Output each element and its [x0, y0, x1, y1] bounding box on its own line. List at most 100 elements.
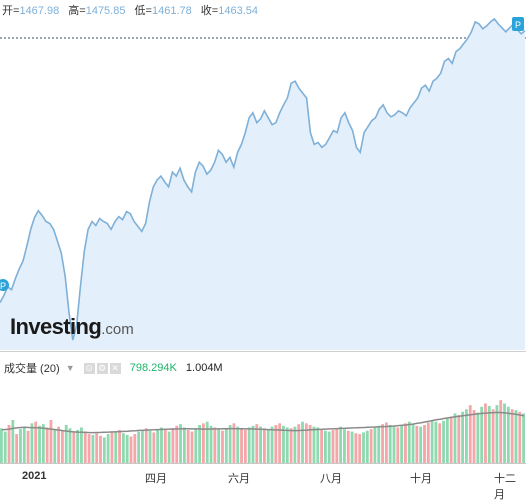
volume-bar — [461, 411, 465, 463]
volume-bar — [152, 432, 156, 463]
investing-logo: Investing.com — [10, 314, 134, 340]
close-value: 1463.54 — [218, 5, 258, 17]
volume-bar — [106, 434, 110, 463]
volume-bar — [301, 421, 304, 463]
volume-bar — [335, 428, 339, 463]
volume-bar — [87, 434, 91, 463]
volume-scale-max: 1.004M — [185, 362, 223, 374]
x-axis: 2021 四月 六月 八月 十月 十二月 — [0, 463, 526, 501]
volume-bar — [202, 423, 205, 463]
volume-bar — [19, 429, 22, 463]
volume-bar — [304, 423, 308, 463]
high-label: 高= — [68, 5, 86, 17]
volume-bar — [80, 427, 83, 463]
volume-bar — [57, 426, 60, 463]
volume-bar — [259, 426, 262, 463]
marker-start[interactable]: P — [0, 279, 9, 291]
volume-bar — [255, 424, 259, 463]
volume-ma-line — [1, 411, 525, 434]
volume-bar — [320, 429, 323, 463]
volume-bar — [411, 424, 415, 463]
settings-icon[interactable]: ⚙ — [96, 362, 108, 374]
volume-bar — [388, 424, 392, 463]
volume-bar — [362, 432, 365, 463]
volume-bar — [7, 424, 11, 463]
volume-bar — [114, 431, 118, 463]
volume-bar — [205, 421, 209, 463]
volume-bar — [182, 427, 186, 463]
volume-bar — [373, 427, 377, 463]
logo-text: Investing — [10, 314, 102, 339]
volume-chart[interactable] — [0, 352, 526, 463]
price-chart[interactable]: P P — [0, 0, 526, 351]
volume-bar — [129, 436, 133, 463]
volume-bar — [160, 427, 163, 463]
volume-bar — [522, 413, 525, 463]
volume-bar — [419, 426, 423, 463]
open-value: 1467.98 — [19, 5, 60, 17]
volume-bar — [480, 406, 484, 463]
volume-bar — [415, 425, 419, 463]
volume-bar — [381, 424, 384, 463]
volume-bar — [297, 424, 301, 463]
volume-bar — [293, 426, 297, 463]
volume-bar — [125, 434, 129, 463]
volume-dropdown-icon[interactable]: ▼ — [65, 363, 75, 373]
volume-bar — [224, 428, 228, 463]
volume-bar — [274, 424, 278, 463]
volume-bar — [468, 405, 472, 463]
high-value: 1475.85 — [85, 5, 126, 17]
volume-bar — [68, 428, 72, 463]
open-label: 开= — [2, 5, 20, 17]
x-tick: 六月 — [228, 473, 250, 485]
volume-bar — [445, 418, 449, 463]
close-icon[interactable]: ✕ — [109, 362, 121, 374]
volume-bar — [171, 428, 175, 463]
volume-bar — [53, 429, 57, 463]
svg-text:P: P — [0, 281, 6, 291]
svg-text:P: P — [515, 20, 521, 30]
volume-bar — [404, 423, 407, 463]
volume-bar — [495, 405, 499, 463]
marker-end[interactable]: P — [512, 17, 524, 31]
volume-bar — [438, 423, 442, 463]
volume-bar — [499, 400, 503, 463]
volume-bar — [487, 405, 491, 463]
volume-bar — [60, 430, 64, 463]
volume-bar — [137, 431, 141, 463]
volume-bar — [72, 431, 76, 463]
volume-bar — [331, 429, 335, 463]
volume-bar — [453, 413, 457, 463]
volume-bar — [213, 427, 217, 463]
volume-bar — [457, 415, 461, 463]
volume-bar — [76, 429, 80, 463]
volume-bar — [163, 429, 167, 463]
volume-bar — [11, 420, 15, 463]
volume-bar — [510, 409, 514, 463]
volume-bars — [0, 400, 525, 463]
pane-divider[interactable] — [0, 351, 526, 352]
volume-bar — [190, 431, 194, 463]
ohlc-readout: 开=1467.98 高=1475.85 低=1461.78 收=1463.54 — [2, 2, 264, 18]
volume-bar — [289, 428, 293, 463]
volume-bar — [503, 403, 506, 463]
volume-bar — [396, 427, 400, 463]
volume-bar — [423, 424, 426, 463]
volume-bar — [91, 434, 95, 463]
visibility-icon[interactable]: ⊙ — [83, 362, 95, 374]
volume-bar — [0, 428, 3, 463]
volume-bar — [400, 425, 404, 463]
volume-bar — [407, 421, 411, 463]
volume-bar — [377, 425, 381, 463]
volume-bar — [186, 429, 190, 463]
volume-bar — [34, 421, 38, 463]
volume-bar — [144, 428, 148, 463]
x-tick: 2021 — [22, 470, 47, 482]
volume-bar — [430, 420, 434, 463]
volume-bar — [148, 430, 152, 463]
volume-bar — [95, 433, 99, 463]
volume-bar — [354, 433, 358, 463]
logo-suffix: .com — [101, 321, 134, 338]
volume-current: 798.294K — [129, 362, 177, 374]
volume-bar — [506, 406, 510, 463]
